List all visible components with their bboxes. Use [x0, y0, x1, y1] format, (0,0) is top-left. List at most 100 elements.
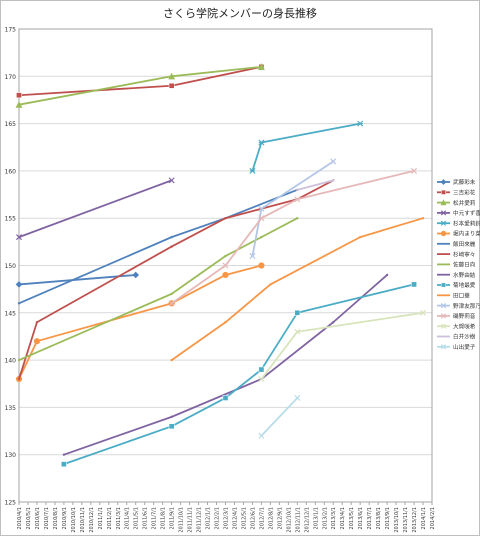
x-tick-label: 2010/6/1 — [35, 507, 41, 529]
x-tick-label: 2013/1/1 — [313, 507, 319, 529]
x-tick-label: 2011/4/1 — [125, 507, 131, 529]
series-group — [15, 63, 427, 468]
x-tick-label: 2011/2/1 — [107, 507, 113, 529]
series — [249, 158, 337, 260]
x-tick-label: 2012/5/1 — [241, 507, 247, 529]
data-point-marker — [294, 328, 301, 335]
data-point-marker — [294, 394, 301, 401]
series-line — [63, 283, 415, 466]
data-point — [224, 254, 227, 258]
legend-item: 松井愛莉 — [437, 199, 476, 207]
data-point-marker — [33, 338, 41, 345]
x-tick-label: 2010/8/1 — [53, 507, 59, 529]
series — [15, 177, 175, 241]
data-point-marker — [440, 179, 447, 185]
x-tick-label: 2011/7/1 — [152, 507, 158, 529]
legend-item: 白井沙樹 — [437, 333, 476, 341]
data-point-marker — [411, 281, 417, 288]
x-tick-label: 2012/4/1 — [232, 507, 238, 529]
legend-item: 菊地最愛 — [437, 281, 476, 289]
data-point-marker — [132, 271, 140, 279]
data-point-marker — [440, 302, 447, 309]
x-tick-label: 2012/7/1 — [259, 507, 265, 529]
chart-title: さくら学院メンバーの身長推移 — [163, 6, 317, 20]
data-point-marker — [441, 189, 446, 195]
legend-label: 杉本愛莉鈴 — [453, 219, 480, 227]
x-tick-label: 2014/2/1 — [430, 507, 436, 529]
legend-label: 中元すず香 — [453, 209, 480, 217]
data-point-marker — [258, 432, 265, 439]
legend-label: 白井沙樹 — [453, 333, 476, 341]
legend-item: 三吉彩花 — [437, 189, 476, 197]
data-point-marker — [249, 253, 256, 260]
data-point — [385, 273, 389, 277]
series — [15, 63, 265, 108]
data-point-marker — [258, 375, 265, 383]
data-point — [62, 453, 66, 456]
y-tick-label: 155 — [5, 216, 17, 223]
series — [170, 217, 425, 362]
series-line — [18, 274, 136, 286]
y-tick-label: 145 — [5, 310, 17, 317]
legend-item: 大賀咲希 — [437, 322, 476, 330]
x-tick-label: 2011/3/1 — [116, 507, 122, 529]
legend-item: 中元すず香 — [437, 209, 480, 217]
legend-item: 飯田來麗 — [437, 240, 476, 248]
series-line — [18, 188, 298, 305]
legend-item: 田口華 — [437, 292, 470, 300]
data-point-marker — [168, 177, 175, 184]
data-point — [269, 283, 272, 286]
series — [258, 309, 427, 383]
series — [168, 167, 418, 307]
x-tick-label: 2013/5/1 — [349, 507, 355, 529]
legend-item: 武藤彩未 — [437, 178, 476, 186]
legend-label: 水野由結 — [453, 271, 476, 279]
legend-label: 松井愛莉 — [453, 199, 476, 207]
series-line — [297, 179, 334, 191]
y-tick-label: 160 — [5, 168, 17, 175]
legend-item: 堀内まり菜 — [437, 230, 480, 238]
series-line — [260, 397, 298, 437]
data-point-marker — [222, 262, 229, 269]
x-tick-label: 2012/3/1 — [224, 507, 230, 529]
y-tick-label: 135 — [5, 405, 17, 412]
y-tick-label: 140 — [5, 358, 17, 365]
x-tick-label: 2013/12/1 — [412, 507, 418, 533]
data-point-marker — [440, 220, 447, 226]
x-tick-label: 2013/6/1 — [358, 507, 364, 529]
data-point-marker — [330, 158, 337, 165]
x-tick-label: 2012/10/1 — [286, 507, 292, 533]
legend-label: 三吉彩花 — [453, 189, 476, 197]
data-point-marker — [168, 423, 175, 430]
data-point-marker — [15, 100, 23, 108]
series-line — [18, 179, 334, 380]
x-tick-label: 2013/3/1 — [331, 507, 337, 529]
x-tick-label: 2012/8/1 — [268, 507, 274, 529]
data-point-marker — [168, 82, 175, 89]
data-point — [296, 217, 299, 220]
legend-item: 山出愛子 — [437, 343, 476, 351]
x-tick-label: 2010/4/1 — [17, 507, 23, 529]
x-tick-label: 2011/12/1 — [197, 507, 203, 533]
x-tick-label: 2014/1/1 — [421, 507, 427, 529]
x-tick-label: 2010/5/1 — [26, 507, 32, 529]
data-point-marker — [440, 199, 447, 206]
data-point-marker — [440, 323, 447, 329]
y-tick-label: 175 — [5, 27, 17, 34]
legend-label: 野津友那乃 — [453, 302, 480, 310]
data-point-marker — [357, 120, 364, 127]
data-point — [358, 235, 362, 239]
x-tick-label: 2012/2/1 — [215, 507, 221, 529]
legend-label: 菊地最愛 — [453, 281, 476, 289]
data-point-marker — [222, 395, 229, 401]
x-tick-label: 2012/12/1 — [304, 507, 310, 533]
data-point-marker — [15, 281, 23, 288]
data-point-marker — [258, 205, 265, 212]
data-point-marker — [441, 282, 446, 288]
legend-label: 磯野莉音 — [453, 312, 476, 320]
data-point — [224, 217, 227, 220]
y-tick-label: 130 — [5, 452, 17, 459]
